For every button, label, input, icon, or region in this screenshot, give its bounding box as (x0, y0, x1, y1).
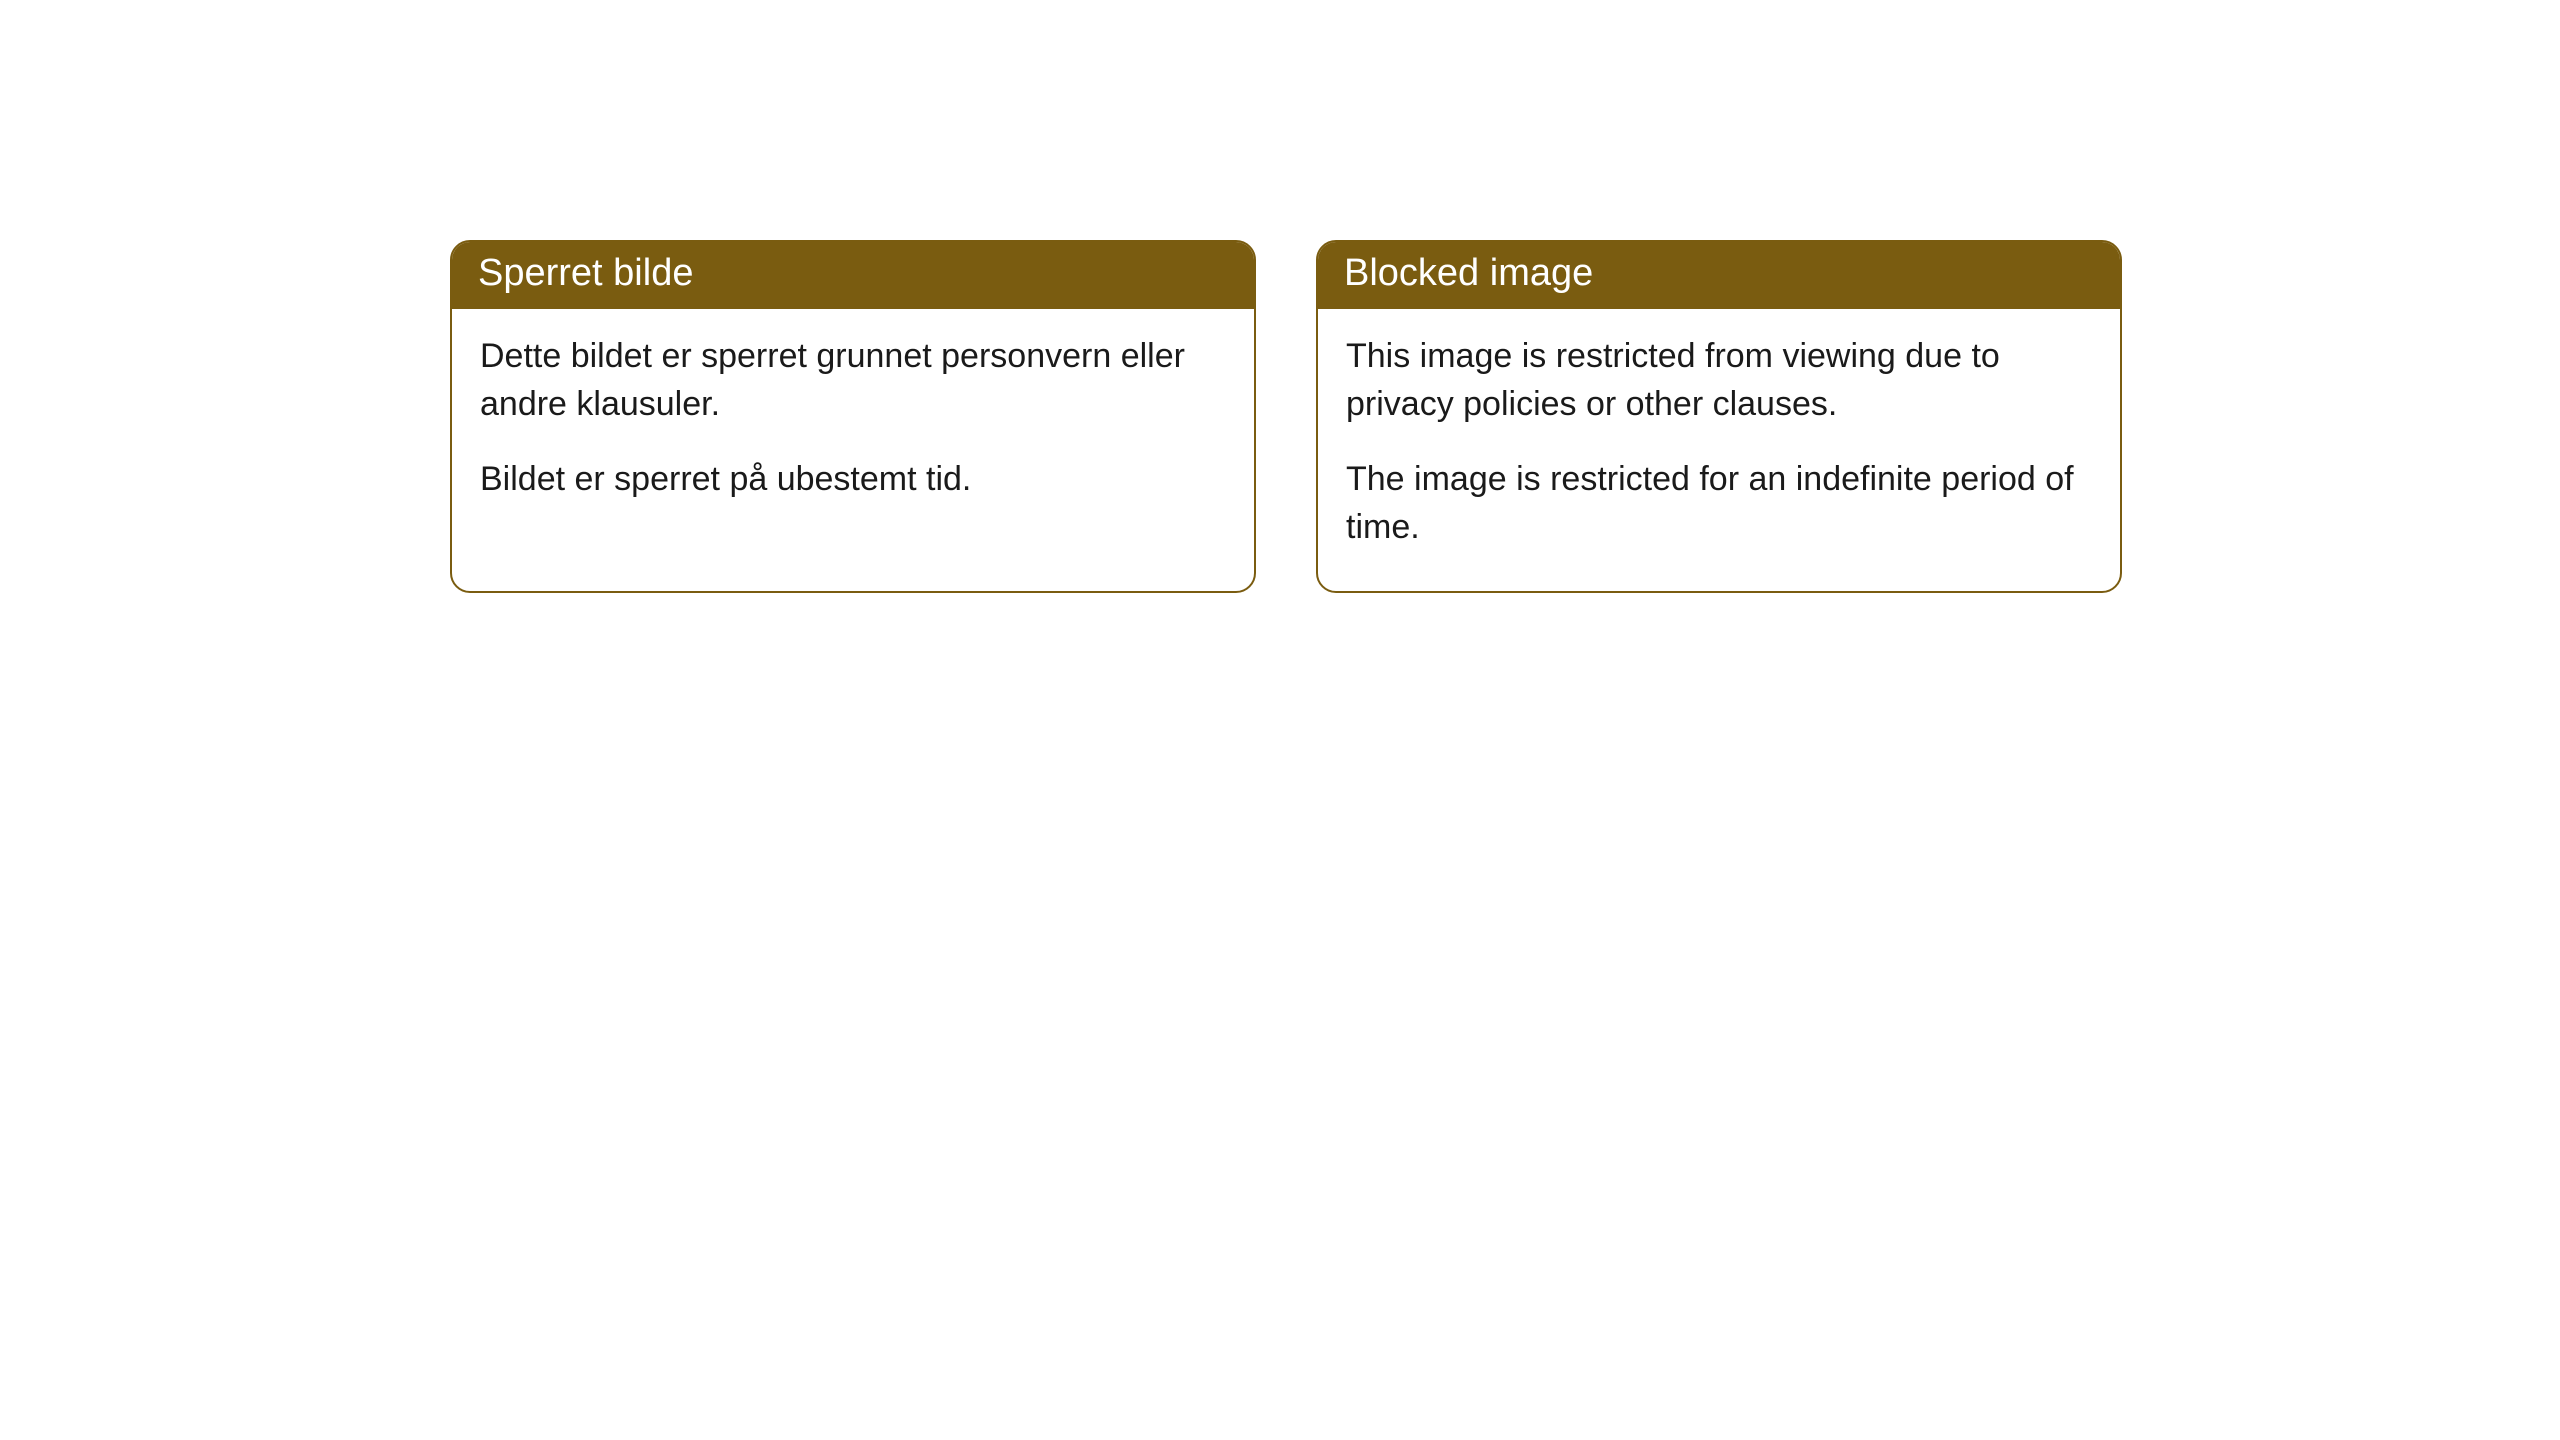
card-body: Dette bildet er sperret grunnet personve… (452, 309, 1254, 544)
card-header: Sperret bilde (452, 242, 1254, 309)
card-paragraph-1: Dette bildet er sperret grunnet personve… (480, 333, 1226, 428)
card-header: Blocked image (1318, 242, 2120, 309)
cards-container: Sperret bilde Dette bildet er sperret gr… (0, 0, 2560, 593)
card-paragraph-2: The image is restricted for an indefinit… (1346, 456, 2092, 551)
card-title: Sperret bilde (478, 252, 693, 294)
card-paragraph-1: This image is restricted from viewing du… (1346, 333, 2092, 428)
blocked-image-card-en: Blocked image This image is restricted f… (1316, 240, 2122, 593)
card-paragraph-2: Bildet er sperret på ubestemt tid. (480, 456, 1226, 504)
card-title: Blocked image (1344, 252, 1593, 294)
card-body: This image is restricted from viewing du… (1318, 309, 2120, 591)
blocked-image-card-no: Sperret bilde Dette bildet er sperret gr… (450, 240, 1256, 593)
